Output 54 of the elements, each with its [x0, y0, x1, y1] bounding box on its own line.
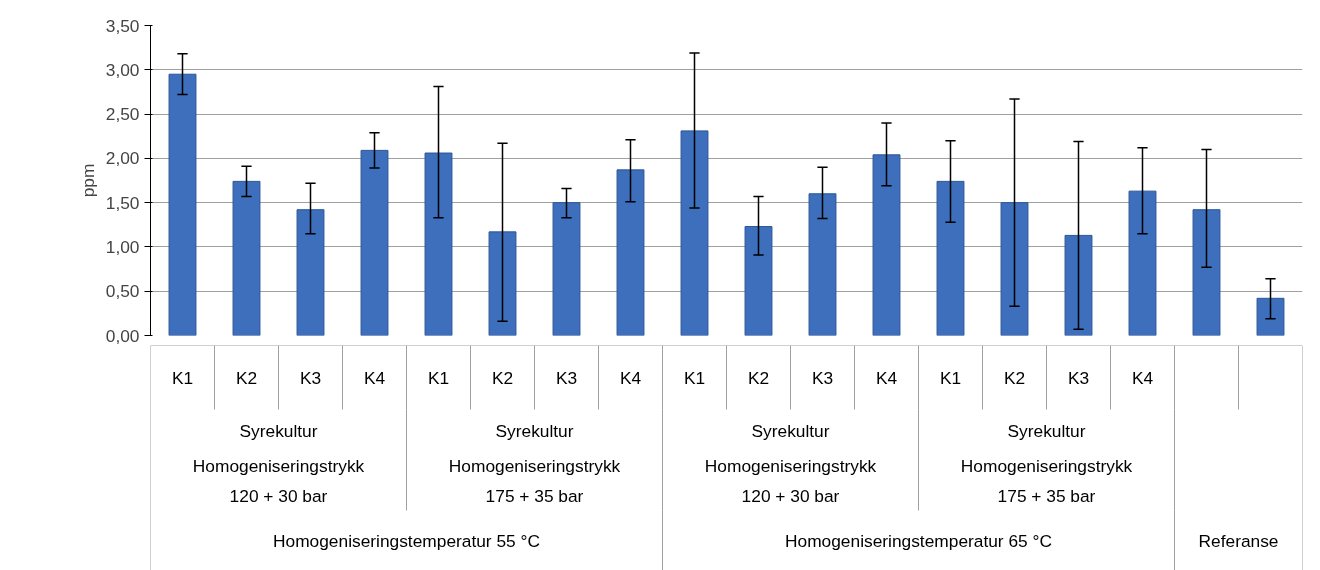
x-tick-label: K2: [747, 367, 770, 388]
x-tick-label: K4: [363, 367, 386, 388]
text: Syrekultur: [1007, 420, 1086, 441]
y-tick-label: 3,00: [105, 59, 140, 80]
x-tick-label: K1: [171, 367, 194, 388]
y-tick-label: 0,50: [105, 281, 140, 302]
x-tick-label: K1: [939, 367, 962, 388]
text: Homogeniseringstrykk 120 + 30 bar: [192, 456, 365, 506]
bar: [360, 149, 389, 336]
text: Referanse: [1198, 530, 1279, 551]
x-tick-label: K2: [491, 367, 514, 388]
bar: [296, 209, 325, 336]
bar: [488, 231, 517, 336]
text: Homogeniseringstemperatur 55 °C: [273, 530, 540, 551]
text: Homogeniseringstrykk 175 + 35 bar: [960, 456, 1133, 506]
x-tick-label: K3: [299, 367, 322, 388]
y-tick-label: 2,00: [105, 148, 140, 169]
bar: [232, 180, 261, 336]
text: Homogeniseringstrykk 175 + 35 bar: [448, 456, 621, 506]
x-tick-label: K4: [619, 367, 642, 388]
x-tick-label: K1: [683, 367, 706, 388]
text: Syrekultur: [495, 420, 574, 441]
text: Homogeniseringstrykk 120 + 30 bar: [704, 456, 877, 506]
y-tick-label: 1,00: [105, 236, 140, 257]
text: Syrekultur: [239, 420, 318, 441]
y-axis-title: ppm: [77, 163, 98, 198]
x-tick-label: K3: [811, 367, 834, 388]
x-tick-label: K3: [1067, 367, 1090, 388]
bar: [168, 73, 197, 336]
bar: [1128, 190, 1157, 336]
x-tick-label: K4: [1131, 367, 1154, 388]
x-tick-label: K1: [427, 367, 450, 388]
bar: [936, 180, 965, 336]
bar: [424, 152, 453, 336]
y-tick-label: 2,50: [105, 104, 140, 125]
bar: [616, 169, 645, 336]
bar: [1256, 297, 1285, 336]
bar: [808, 193, 837, 336]
y-tick-label: 3,50: [105, 15, 140, 36]
bar: [872, 154, 901, 336]
text: Homogeniseringstemperatur 65 °C: [785, 530, 1052, 551]
x-tick-label: K2: [1003, 367, 1026, 388]
y-tick-label: 0,00: [105, 325, 140, 346]
x-tick-label: K4: [875, 367, 898, 388]
x-tick-label: K3: [555, 367, 578, 388]
text: Syrekultur: [751, 420, 830, 441]
bar: [1192, 209, 1221, 336]
bar: [680, 130, 709, 336]
bar: [1000, 202, 1029, 336]
x-tick-label: K2: [235, 367, 258, 388]
bar: [744, 226, 773, 336]
bar: [552, 202, 581, 336]
y-tick-label: 1,50: [105, 192, 140, 213]
bar: [1064, 234, 1093, 336]
